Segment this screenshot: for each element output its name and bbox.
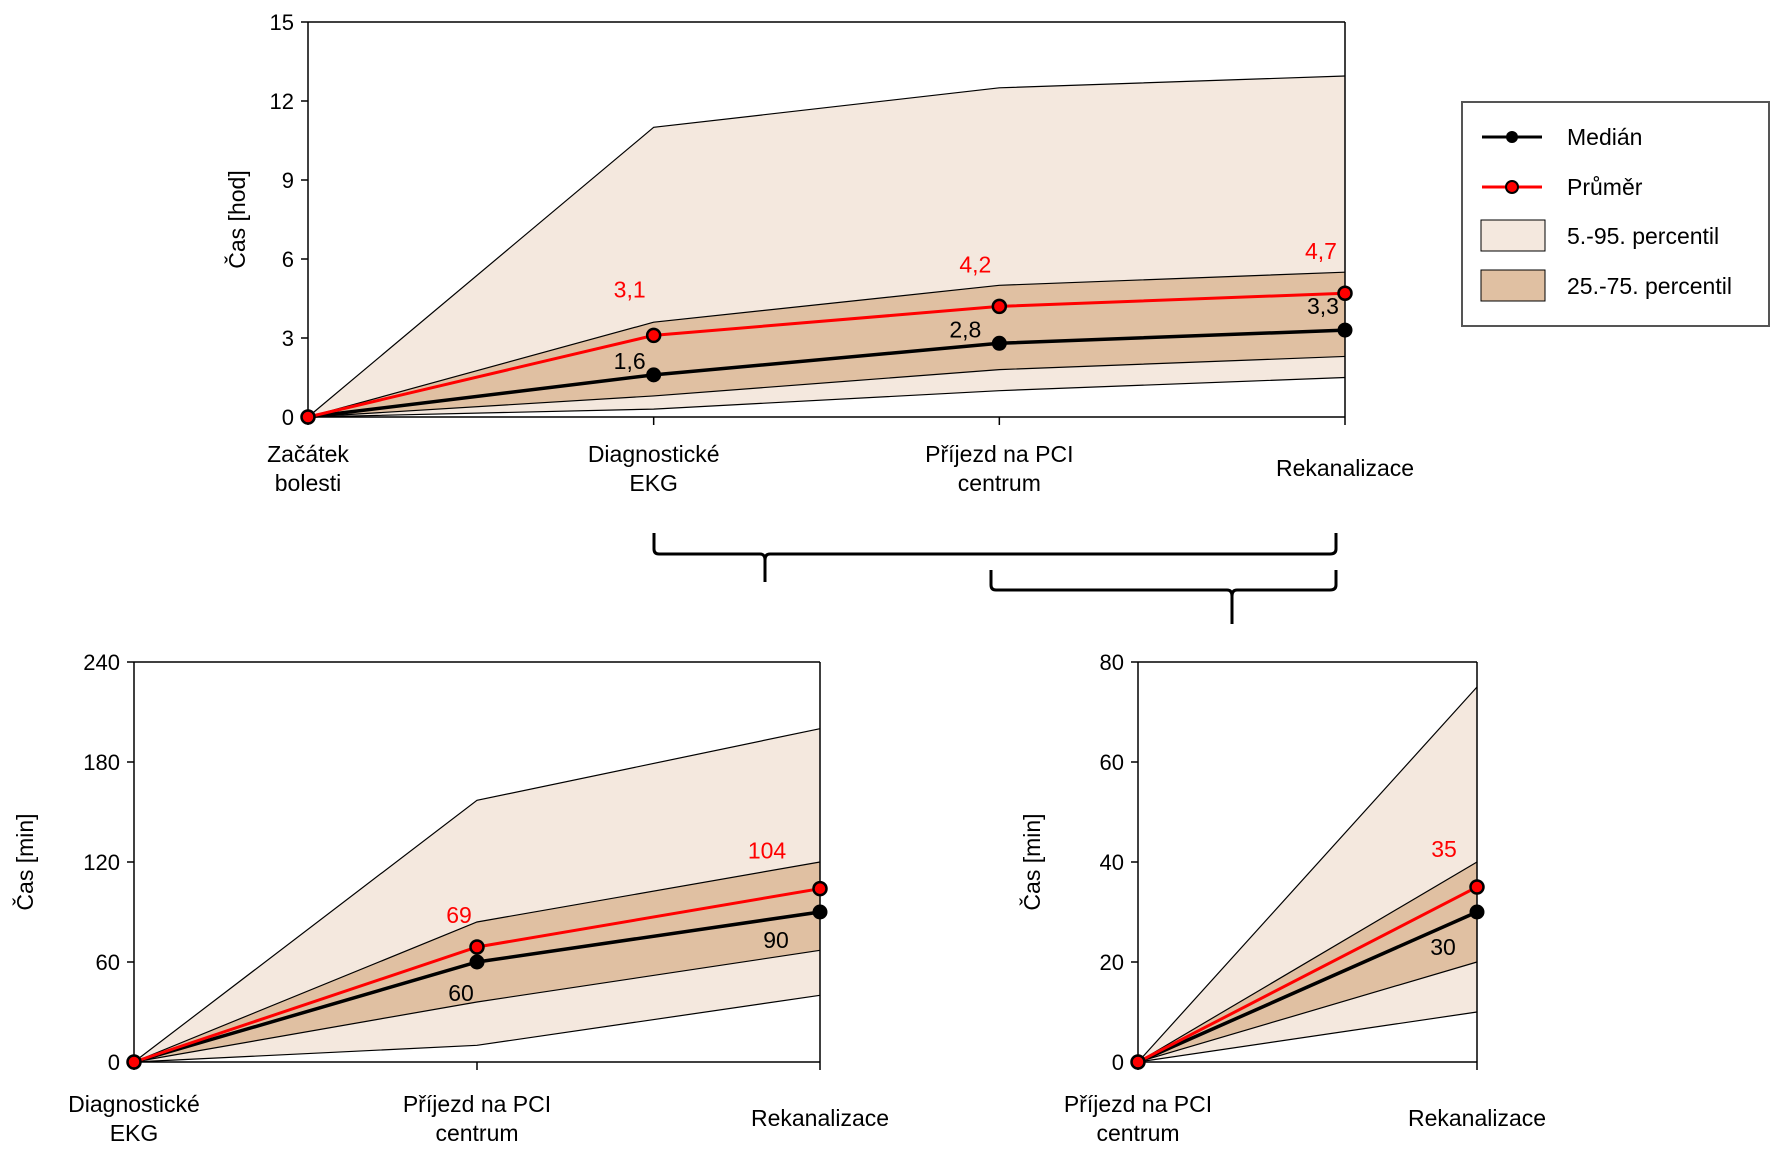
mean-point (469, 939, 485, 955)
series-mean-line (1137, 885, 1478, 1064)
x-category-label: centrum (435, 1120, 518, 1146)
y-tick-label: 0 (1112, 1050, 1124, 1075)
band-5-95-percentile (134, 728, 820, 1062)
x-category-label: Diagnostické (68, 1091, 200, 1117)
median-data-label: 1,6 (614, 348, 646, 374)
series-median-line (1137, 910, 1478, 1064)
y-tick-label: 60 (1100, 750, 1124, 775)
line-p5 (307, 376, 1346, 418)
legend-median-marker (1506, 131, 1518, 143)
chart-top-hours: 0 3 6 9 12 15 Začátek bolesti Diagnostické EKG Pří… (223, 10, 1414, 496)
y-tick-label: 40 (1100, 850, 1124, 875)
x-category-label: Diagnostické (588, 441, 720, 467)
y-tick-label: 15 (270, 10, 294, 35)
line-p25 (1137, 961, 1478, 1063)
legend-mean-marker (1505, 180, 1519, 194)
y-tick-label: 60 (96, 950, 120, 975)
mean-point (991, 298, 1008, 315)
mean-point (300, 409, 316, 425)
y-tick-label: 9 (282, 168, 294, 193)
median-point (812, 904, 828, 920)
mean-point (812, 880, 828, 897)
line-p5 (133, 994, 821, 1063)
y-tick-label: 120 (83, 850, 120, 875)
x-category-label: Rekanalizace (751, 1105, 889, 1131)
mean-point (126, 1054, 142, 1070)
mean-point (1130, 1054, 1146, 1070)
y-tick-label: 20 (1100, 950, 1124, 975)
x-category-label: EKG (629, 470, 678, 496)
mean-data-label: 4,7 (1305, 238, 1337, 264)
mean-data-label: 69 (446, 902, 472, 928)
y-tick-label: 6 (282, 247, 294, 272)
series-mean-line (307, 291, 1346, 419)
x-category-label: Příjezd na PCI (403, 1091, 551, 1117)
band-25-75-percentile (308, 272, 1345, 417)
y-tick-label: 0 (108, 1050, 120, 1075)
line-p75 (1137, 861, 1478, 1063)
median-data-label: 60 (448, 980, 474, 1006)
line-p25 (307, 355, 1346, 418)
x-category-label: Začátek (267, 441, 349, 467)
mean-point (645, 327, 662, 344)
y-tick-label: 180 (83, 750, 120, 775)
median-point (646, 367, 662, 383)
y-tick-label: 0 (282, 405, 294, 430)
y-tick-label: 240 (83, 650, 120, 675)
legend: Medián Průměr 5.-95. percentil 25.-75. p… (1461, 101, 1770, 327)
median-point (1469, 904, 1485, 920)
x-category-label: EKG (110, 1120, 159, 1146)
x-category-label: Příjezd na PCI (925, 441, 1073, 467)
line-p75 (307, 271, 1346, 418)
median-data-label: 90 (763, 927, 789, 953)
bracket-ekg-to-rekanalizace (652, 533, 1338, 582)
x-category-label: bolesti (275, 470, 341, 496)
mean-data-label: 3,1 (614, 276, 646, 302)
y-axis-title: Čas [min] (11, 813, 38, 910)
x-category-label: Rekanalizace (1408, 1105, 1546, 1131)
bracket-pci-to-rekanalizace (989, 570, 1338, 624)
median-point (469, 954, 485, 970)
legend-p5-95-label: 5.-95. percentil (1567, 223, 1719, 249)
x-category-label: centrum (1096, 1120, 1179, 1146)
x-category-label: Rekanalizace (1276, 455, 1414, 481)
median-data-label: 3,3 (1307, 293, 1339, 319)
x-category-label: centrum (958, 470, 1041, 496)
median-point (991, 335, 1007, 351)
legend-median-label: Medián (1567, 124, 1642, 150)
line-p95 (133, 728, 821, 1063)
legend-p5-95-swatch (1480, 219, 1546, 252)
chart-bottom-left-minutes: 0 60 120 180 240 Diagnostické EKG Příjezd na PC… (11, 650, 889, 1146)
line-p75 (133, 861, 821, 1063)
line-p95 (307, 75, 1346, 418)
line-p25 (133, 949, 821, 1063)
mean-data-label: 104 (748, 838, 787, 864)
x-category-label: Příjezd na PCI (1064, 1091, 1212, 1117)
median-data-label: 30 (1430, 934, 1456, 960)
median-point (1337, 322, 1353, 338)
legend-mean-label: Průměr (1567, 174, 1643, 200)
y-tick-label: 80 (1100, 650, 1124, 675)
legend-p25-75-label: 25.-75. percentil (1567, 273, 1732, 299)
legend-p25-75-swatch (1480, 269, 1546, 302)
mean-data-label: 4,2 (959, 251, 991, 277)
mean-data-label: 35 (1431, 836, 1457, 862)
mean-point (1337, 285, 1353, 301)
series-median-line (307, 328, 1346, 419)
line-p95 (1137, 686, 1478, 1063)
median-data-label: 2,8 (949, 316, 981, 342)
y-axis-title: Čas [min] (1018, 813, 1045, 910)
mean-point (1469, 879, 1485, 895)
line-p5 (1137, 1011, 1478, 1063)
chart-bottom-right-minutes: 0 20 40 60 80 Příjezd na PCI centrum Rekanaliza… (1018, 650, 1546, 1146)
y-axis-title: Čas [hod] (223, 170, 250, 268)
y-tick-label: 3 (282, 326, 294, 351)
y-tick-label: 12 (270, 89, 294, 114)
